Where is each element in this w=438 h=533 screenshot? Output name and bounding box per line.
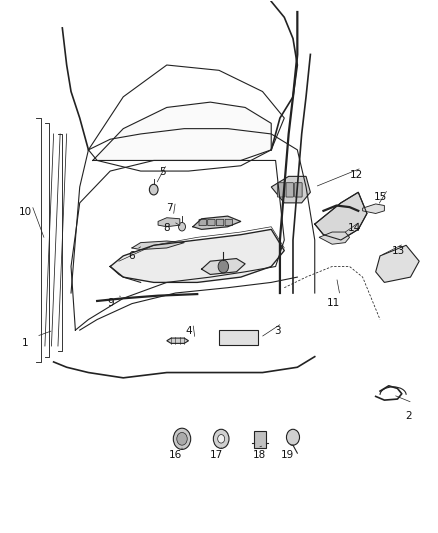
Polygon shape [315, 192, 367, 240]
Polygon shape [201, 259, 245, 274]
Circle shape [179, 222, 185, 231]
Text: 6: 6 [129, 251, 135, 261]
FancyBboxPatch shape [295, 183, 302, 197]
FancyBboxPatch shape [225, 219, 233, 225]
FancyBboxPatch shape [199, 219, 206, 225]
Polygon shape [167, 338, 188, 343]
FancyBboxPatch shape [254, 431, 266, 448]
FancyBboxPatch shape [219, 330, 258, 345]
Text: 19: 19 [281, 450, 294, 460]
Text: 5: 5 [159, 167, 166, 177]
Circle shape [286, 429, 300, 445]
Text: 17: 17 [210, 450, 223, 460]
FancyBboxPatch shape [277, 183, 285, 197]
Polygon shape [363, 204, 385, 214]
Text: 15: 15 [374, 191, 388, 201]
Text: 1: 1 [22, 338, 28, 349]
Circle shape [173, 428, 191, 449]
Polygon shape [376, 245, 419, 282]
Text: 4: 4 [185, 326, 192, 336]
Circle shape [149, 184, 158, 195]
Polygon shape [158, 217, 180, 227]
Polygon shape [110, 229, 284, 282]
FancyBboxPatch shape [208, 219, 215, 225]
Polygon shape [319, 232, 350, 244]
Text: 13: 13 [392, 246, 405, 256]
Text: 12: 12 [350, 171, 363, 180]
Text: 3: 3 [275, 326, 281, 336]
Text: 14: 14 [348, 223, 361, 233]
Text: 2: 2 [405, 411, 412, 421]
FancyBboxPatch shape [216, 219, 224, 225]
Polygon shape [93, 102, 271, 160]
Circle shape [218, 434, 225, 443]
Text: 9: 9 [107, 297, 113, 308]
FancyBboxPatch shape [286, 183, 293, 197]
Polygon shape [132, 241, 184, 249]
Circle shape [213, 429, 229, 448]
Text: 16: 16 [169, 450, 182, 460]
Circle shape [177, 432, 187, 445]
Circle shape [218, 260, 229, 273]
Polygon shape [271, 176, 311, 203]
Text: 18: 18 [252, 450, 266, 460]
Text: 8: 8 [163, 223, 170, 233]
Text: 10: 10 [19, 207, 32, 217]
Polygon shape [193, 216, 241, 229]
Text: 11: 11 [326, 297, 339, 308]
Text: 7: 7 [166, 203, 172, 213]
